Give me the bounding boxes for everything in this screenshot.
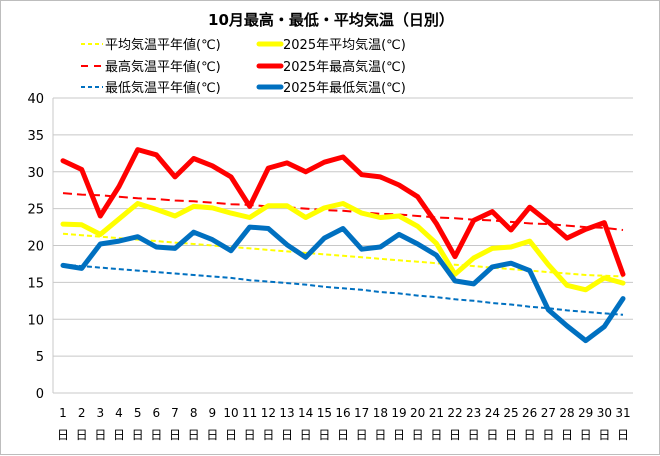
- x-tick-label: 28: [559, 406, 574, 420]
- y-tick-label: 5: [36, 350, 44, 365]
- x-tick-unit: 日: [356, 428, 368, 442]
- y-axis: 0 5 10 15 20 25 30 35 40: [27, 92, 44, 402]
- legend-label: 2025年平均気温(℃): [283, 37, 406, 53]
- x-tick-label: 18: [373, 406, 388, 420]
- x-tick-unit: 日: [76, 428, 88, 442]
- x-tick-label: 15: [317, 406, 332, 420]
- x-tick-unit: 日: [262, 428, 274, 442]
- x-tick-unit: 日: [505, 428, 517, 442]
- x-tick-label: 5: [134, 406, 142, 420]
- x-tick-label: 24: [485, 406, 500, 420]
- x-tick-unit: 日: [486, 428, 498, 442]
- x-tick-unit: 日: [244, 428, 256, 442]
- x-tick-label: 27: [541, 406, 556, 420]
- series-line-3: [62, 192, 624, 231]
- gridlines: [52, 97, 633, 394]
- legend-label: 最低気温平年値(℃): [105, 80, 221, 96]
- x-tick-unit: 日: [318, 428, 330, 442]
- x-tick-unit: 日: [561, 428, 573, 442]
- x-tick-label: 8: [190, 406, 198, 420]
- x-tick-unit: 日: [524, 428, 536, 442]
- series-line-6: [60, 224, 626, 344]
- y-tick-label: 15: [27, 276, 44, 291]
- x-tick-label: 25: [503, 406, 518, 420]
- x-tick-unit: 日: [393, 428, 405, 442]
- x-tick-label: 21: [429, 406, 444, 420]
- x-tick-unit: 日: [468, 428, 480, 442]
- x-tick-unit: 日: [57, 428, 69, 442]
- x-tick-unit: 日: [337, 428, 349, 442]
- x-tick-label: 20: [410, 406, 425, 420]
- x-axis: 1日2日3日4日5日6日7日8日9日10日11日12日13日14日15日16日1…: [57, 406, 631, 442]
- x-tick-unit: 日: [598, 428, 610, 442]
- x-tick-label: 29: [578, 406, 593, 420]
- legend-label: 2025年最高気温(℃): [283, 59, 406, 75]
- y-tick-label: 0: [36, 387, 44, 402]
- x-tick-label: 16: [335, 406, 350, 420]
- x-tick-unit: 日: [449, 428, 461, 442]
- x-tick-unit: 日: [300, 428, 312, 442]
- y-tick-label: 30: [27, 166, 44, 181]
- x-tick-label: 2: [78, 406, 86, 420]
- x-tick-label: 26: [522, 406, 537, 420]
- x-tick-label: 10: [223, 406, 238, 420]
- x-tick-label: 9: [209, 406, 217, 420]
- x-tick-label: 30: [597, 406, 612, 420]
- x-tick-label: 13: [279, 406, 294, 420]
- x-tick-unit: 日: [132, 428, 144, 442]
- x-tick-unit: 日: [188, 428, 200, 442]
- x-tick-label: 31: [615, 406, 630, 420]
- x-tick-unit: 日: [281, 428, 293, 442]
- legend-label: 最高気温平年値(℃): [105, 59, 221, 75]
- y-tick-label: 10: [27, 313, 44, 328]
- x-tick-unit: 日: [94, 428, 106, 442]
- x-tick-label: 7: [171, 406, 179, 420]
- y-tick-label: 40: [27, 92, 44, 107]
- y-tick-label: 25: [27, 203, 44, 218]
- x-tick-unit: 日: [542, 428, 554, 442]
- x-tick-label: 4: [115, 406, 123, 420]
- series-line-5: [62, 263, 624, 316]
- x-tick-label: 14: [298, 406, 313, 420]
- legend-label: 2025年最低気温(℃): [283, 80, 406, 96]
- x-tick-unit: 日: [150, 428, 162, 442]
- x-tick-label: 17: [354, 406, 369, 420]
- x-tick-unit: 日: [412, 428, 424, 442]
- x-tick-label: 19: [391, 406, 406, 420]
- x-tick-unit: 日: [374, 428, 386, 442]
- series-line-2: [60, 201, 626, 293]
- x-tick-unit: 日: [169, 428, 181, 442]
- legend: 平均気温平年値(℃) 最高気温平年値(℃) 最低気温平年値(℃) 2025年平均気温(…: [81, 37, 406, 96]
- y-tick-label: 35: [27, 129, 44, 144]
- series-group: [60, 147, 626, 344]
- x-tick-label: 22: [447, 406, 462, 420]
- x-tick-unit: 日: [580, 428, 592, 442]
- x-tick-label: 12: [261, 406, 276, 420]
- x-tick-unit: 日: [225, 428, 237, 442]
- x-tick-label: 1: [59, 406, 67, 420]
- x-tick-label: 11: [242, 406, 257, 420]
- x-tick-unit: 日: [430, 428, 442, 442]
- x-tick-label: 23: [466, 406, 481, 420]
- x-tick-label: 6: [153, 406, 161, 420]
- legend-label: 平均気温平年値(℃): [105, 37, 221, 53]
- chart-title: 10月最高・最低・平均気温（日別）: [208, 11, 454, 29]
- x-tick-unit: 日: [206, 428, 218, 442]
- x-tick-unit: 日: [617, 428, 629, 442]
- x-tick-unit: 日: [113, 428, 125, 442]
- x-tick-label: 3: [97, 406, 105, 420]
- y-tick-label: 20: [27, 240, 44, 255]
- series-line-4: [60, 147, 626, 277]
